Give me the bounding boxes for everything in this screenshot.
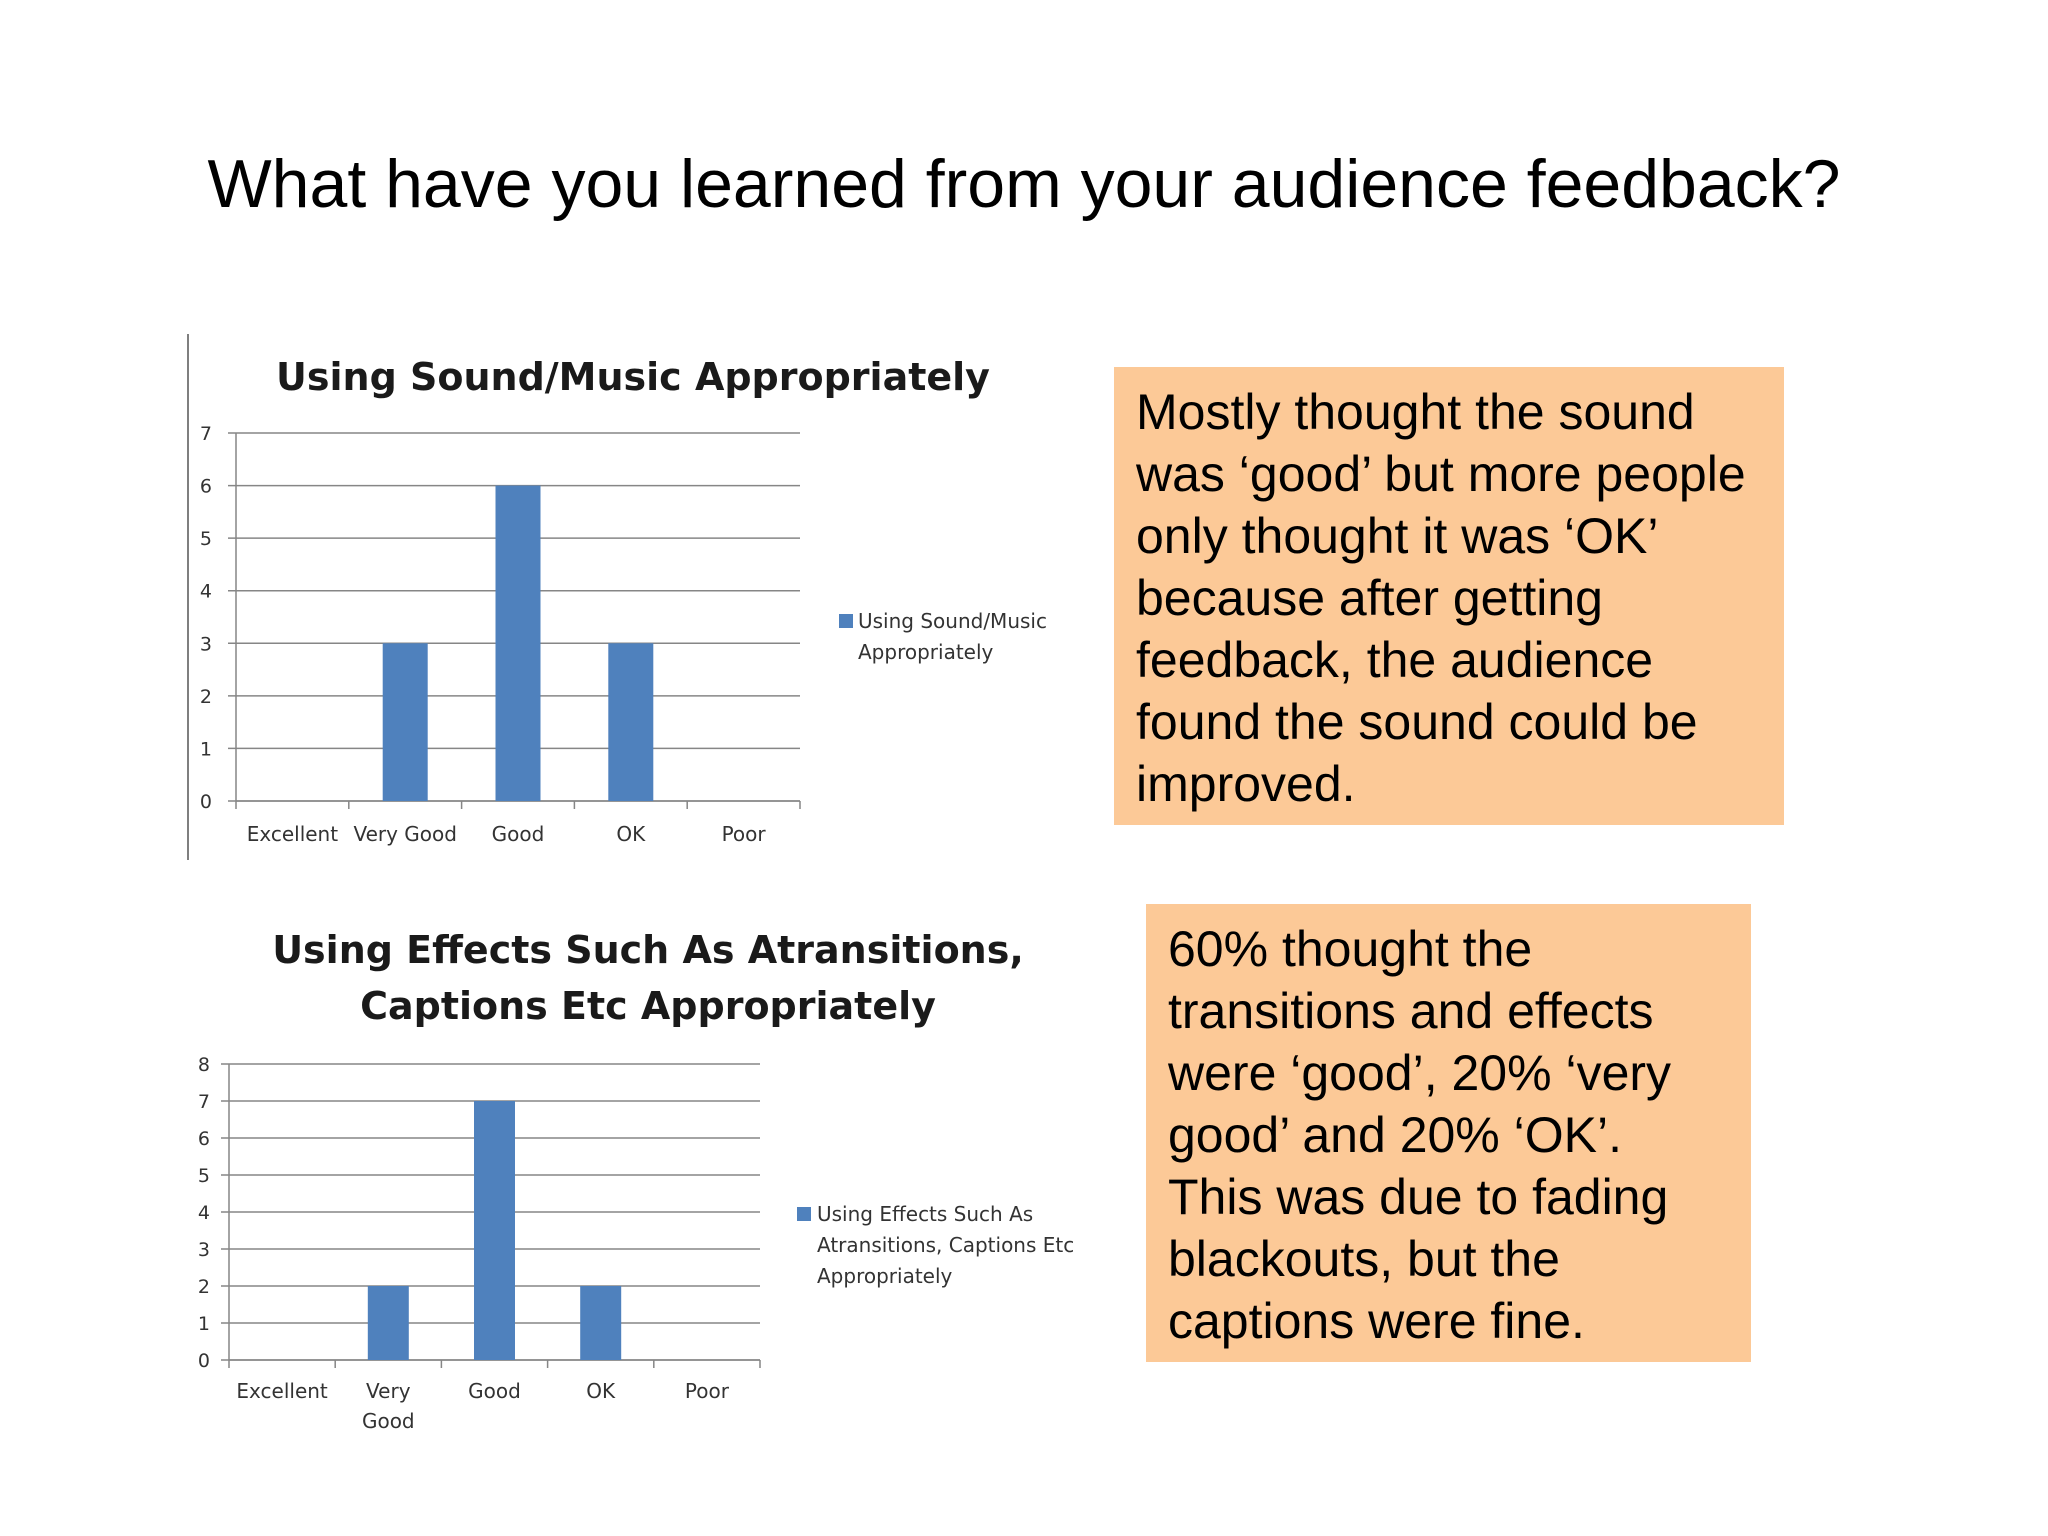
x-category-label: Very Good: [353, 822, 457, 846]
y-tick-label: 5: [200, 528, 212, 550]
x-category-label: OK: [586, 1379, 616, 1403]
x-category-label: Poor: [722, 822, 767, 846]
y-tick-label: 4: [200, 581, 212, 603]
y-tick-label: 0: [198, 1350, 210, 1372]
y-tick-label: 4: [198, 1202, 210, 1224]
bar-good: [495, 485, 541, 801]
effects-feedback-note: 60% thought the transitions and effects …: [1146, 904, 1751, 1362]
chart-title-line: Using Effects Such As Atransitions,: [272, 928, 1024, 972]
x-category-label: Good: [468, 1379, 521, 1403]
legend-label-line: Using Effects Such As: [817, 1202, 1033, 1226]
y-tick-label: 5: [198, 1165, 210, 1187]
y-tick-label: 1: [198, 1313, 210, 1335]
chart-title-line: Using Sound/Music Appropriately: [276, 355, 990, 399]
x-category-label: Excellent: [247, 822, 339, 846]
legend-label-line: Appropriately: [858, 640, 994, 664]
bar-very-good: [382, 643, 428, 801]
y-tick-label: 6: [200, 476, 212, 498]
chart-title-line: Captions Etc Appropriately: [360, 984, 936, 1028]
y-tick-label: 3: [200, 633, 212, 655]
x-category-label: Good: [492, 822, 545, 846]
x-category-label: Good: [362, 1409, 415, 1433]
x-category-label: OK: [616, 822, 646, 846]
legend-swatch: [797, 1207, 811, 1221]
y-tick-label: 0: [200, 791, 212, 813]
sound-feedback-text: Mostly thought the sound was ‘good’ but …: [1136, 384, 1746, 812]
y-tick-label: 2: [200, 686, 212, 708]
y-tick-label: 3: [198, 1239, 210, 1261]
left-divider: [187, 334, 189, 860]
x-category-label: Poor: [685, 1379, 730, 1403]
legend-label-line: Appropriately: [817, 1264, 953, 1288]
y-tick-label: 1: [200, 738, 212, 760]
legend-swatch: [839, 614, 853, 628]
slide-title: What have you learned from your audience…: [207, 146, 1841, 222]
y-tick-label: 2: [198, 1276, 210, 1298]
sound-feedback-note: Mostly thought the sound was ‘good’ but …: [1114, 367, 1784, 825]
y-tick-label: 7: [198, 1091, 210, 1113]
y-tick-label: 6: [198, 1128, 210, 1150]
y-tick-label: 8: [198, 1054, 210, 1076]
legend-label-line: Using Sound/Music: [858, 609, 1047, 633]
bar-ok: [608, 643, 654, 801]
x-category-label: Very: [366, 1379, 411, 1403]
bar-good: [474, 1101, 515, 1360]
legend-label-line: Atransitions, Captions Etc: [817, 1233, 1074, 1257]
bar-ok: [580, 1286, 622, 1360]
bar-very-good: [367, 1286, 409, 1360]
x-category-label: Excellent: [236, 1379, 328, 1403]
y-tick-label: 7: [200, 423, 212, 445]
effects-feedback-text: 60% thought the transitions and effects …: [1168, 921, 1672, 1349]
